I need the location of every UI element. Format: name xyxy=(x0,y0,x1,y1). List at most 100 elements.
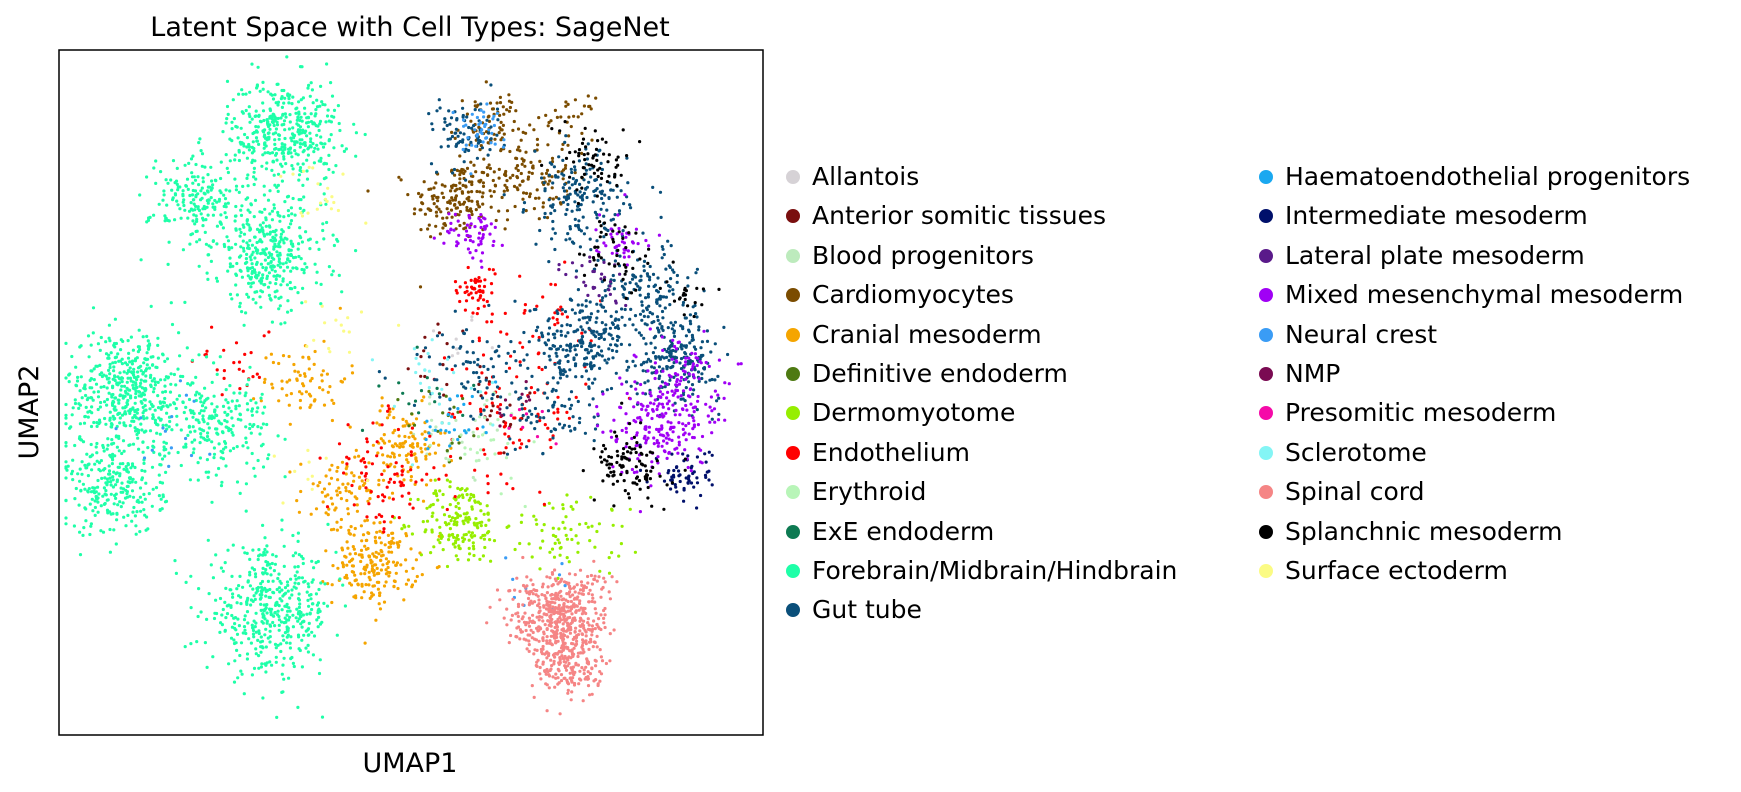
scatter-point xyxy=(499,451,503,455)
scatter-point xyxy=(332,527,336,531)
scatter-point xyxy=(283,437,287,441)
scatter-point xyxy=(501,105,505,109)
scatter-point xyxy=(589,175,593,179)
scatter-point xyxy=(239,641,244,645)
scatter-point xyxy=(238,413,242,417)
scatter-point xyxy=(233,153,237,157)
scatter-point xyxy=(145,363,149,367)
scatter-point xyxy=(277,614,281,619)
scatter-point xyxy=(93,486,97,490)
scatter-point xyxy=(319,159,323,163)
scatter-point xyxy=(598,366,602,370)
scatter-point xyxy=(573,168,577,172)
scatter-point xyxy=(244,425,248,429)
scatter-point xyxy=(297,242,301,246)
scatter-point xyxy=(264,253,268,257)
scatter-point xyxy=(595,330,599,334)
scatter-point xyxy=(140,386,144,390)
scatter-point xyxy=(379,568,383,572)
scatter-point xyxy=(296,370,300,374)
scatter-point xyxy=(261,523,265,528)
scatter-point xyxy=(586,525,590,529)
scatter-point xyxy=(96,390,100,394)
scatter-point xyxy=(364,486,368,490)
scatter-point xyxy=(437,443,441,447)
scatter-point xyxy=(670,452,674,456)
scatter-point xyxy=(323,582,327,586)
scatter-point xyxy=(279,116,283,120)
scatter-point xyxy=(589,339,593,343)
scatter-point xyxy=(103,400,107,404)
scatter-point xyxy=(454,337,458,341)
scatter-point xyxy=(297,198,301,202)
scatter-point xyxy=(263,283,267,287)
scatter-point xyxy=(290,155,294,159)
scatter-point xyxy=(485,166,489,170)
scatter-point xyxy=(287,214,291,218)
scatter-point xyxy=(126,356,131,360)
scatter-point xyxy=(686,362,690,366)
scatter-point xyxy=(525,353,529,357)
scatter-point xyxy=(184,405,188,409)
scatter-point xyxy=(465,112,469,116)
scatter-point xyxy=(288,378,292,382)
scatter-point xyxy=(161,423,165,427)
scatter-point xyxy=(244,257,248,261)
scatter-point xyxy=(551,197,555,201)
scatter-point xyxy=(142,361,146,365)
scatter-point xyxy=(302,384,306,388)
scatter-point xyxy=(268,624,273,628)
scatter-point xyxy=(291,613,295,617)
scatter-point xyxy=(260,620,264,624)
scatter-point xyxy=(564,238,568,242)
scatter-point xyxy=(669,349,673,353)
scatter-point xyxy=(183,208,187,212)
scatter-point xyxy=(412,423,417,427)
scatter-point xyxy=(625,156,629,160)
scatter-point xyxy=(78,437,83,442)
scatter-point xyxy=(566,232,570,236)
scatter-point xyxy=(465,285,469,289)
scatter-point xyxy=(576,115,580,119)
scatter-point xyxy=(627,365,631,369)
scatter-point xyxy=(593,178,597,182)
scatter-point xyxy=(267,224,271,228)
scatter-point xyxy=(238,387,242,391)
scatter-point xyxy=(381,478,386,482)
scatter-point xyxy=(441,216,445,220)
scatter-point xyxy=(188,193,192,198)
scatter-point xyxy=(642,264,646,268)
scatter-point xyxy=(390,444,394,448)
scatter-point xyxy=(470,318,474,322)
scatter-point xyxy=(278,219,282,223)
scatter-point xyxy=(256,65,260,69)
scatter-point xyxy=(274,282,278,286)
scatter-point xyxy=(257,631,261,636)
scatter-point xyxy=(190,358,195,362)
scatter-point xyxy=(291,196,295,201)
scatter-point xyxy=(655,298,659,302)
scatter-point xyxy=(170,188,174,192)
scatter-point xyxy=(314,281,318,285)
scatter-point xyxy=(536,143,540,147)
scatter-point xyxy=(574,269,579,273)
scatter-point xyxy=(130,489,135,493)
scatter-point xyxy=(345,464,349,468)
scatter-point xyxy=(475,312,479,316)
scatter-point xyxy=(368,497,372,501)
scatter-point xyxy=(583,357,587,361)
scatter-point xyxy=(477,458,481,462)
scatter-point xyxy=(132,370,136,374)
scatter-point xyxy=(241,111,245,115)
scatter-point xyxy=(310,376,314,381)
scatter-point xyxy=(671,292,675,296)
scatter-point xyxy=(527,542,531,546)
scatter-point xyxy=(628,203,632,207)
scatter-point xyxy=(108,472,112,476)
scatter-point xyxy=(270,218,274,222)
scatter-point xyxy=(535,522,539,526)
scatter-point xyxy=(540,528,544,533)
scatter-point xyxy=(641,231,645,235)
scatter-point xyxy=(122,449,126,453)
scatter-point xyxy=(314,507,319,511)
